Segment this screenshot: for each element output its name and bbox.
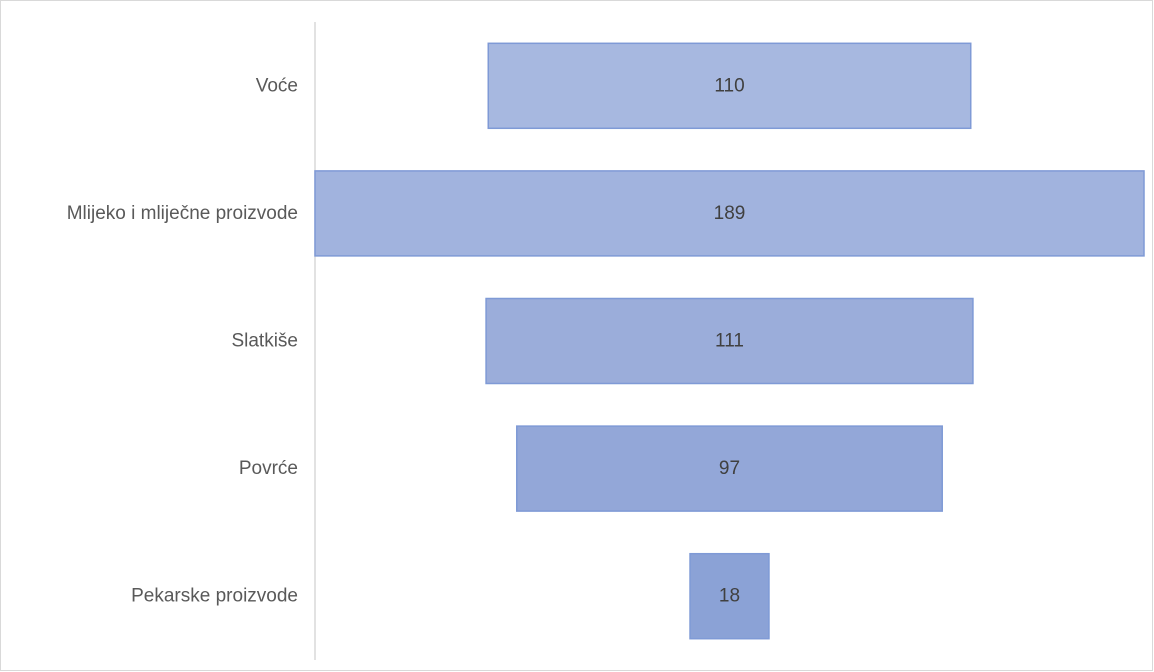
category-labels: Voće Mlijeko i mliječne proizvode Slatkiše… (67, 75, 298, 606)
value-label-2: 111 (715, 331, 744, 352)
value-label-0: 110 (714, 75, 744, 96)
bar-3 (516, 425, 943, 512)
category-label-4: Pekarske proizvode (131, 586, 298, 607)
category-label-2: Slatkiše (231, 331, 298, 352)
category-label-3: Povrće (239, 458, 298, 479)
value-labels: 110 189 111 97 18 (714, 75, 746, 606)
value-label-1: 189 (714, 203, 746, 224)
bar-1 (314, 170, 1145, 257)
bar-0 (487, 42, 972, 130)
value-label-4: 18 (719, 586, 740, 607)
category-label-0: Voće (256, 75, 298, 96)
bars-group (314, 42, 1145, 640)
value-label-3: 97 (719, 458, 740, 479)
category-label-1: Mlijeko i mliječne proizvode (67, 203, 298, 224)
bar-4 (689, 552, 770, 640)
bar-2 (485, 297, 974, 385)
